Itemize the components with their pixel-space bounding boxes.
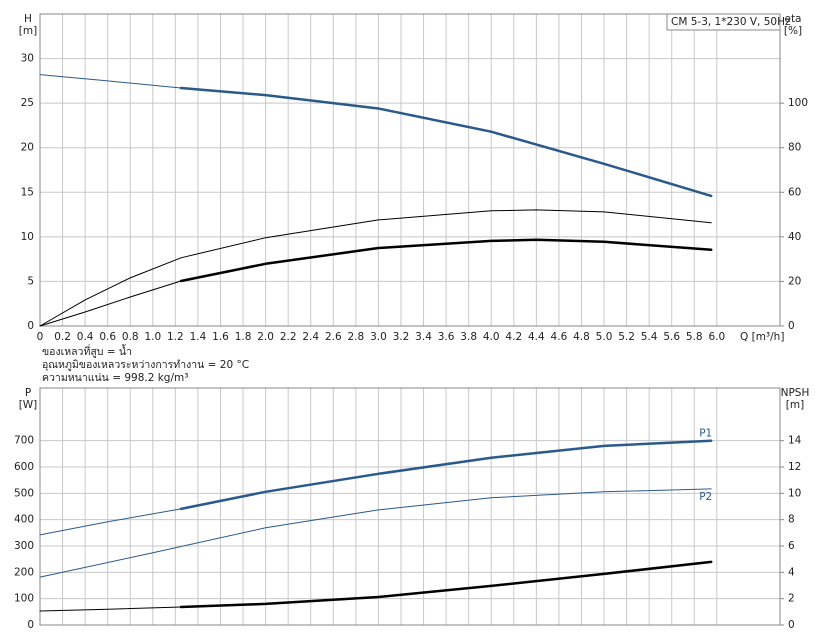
- x-tick-label: 4.8: [573, 331, 590, 343]
- curve: [179, 439, 713, 511]
- y-axis-unit: [W]: [19, 399, 38, 411]
- y-tick-label: 0: [27, 619, 34, 631]
- x-tick-label: 1.4: [190, 331, 207, 343]
- x-tick-label: 6.0: [708, 331, 725, 343]
- x-tick-label: 5.0: [596, 331, 613, 343]
- y2-tick-label: 2: [788, 593, 795, 605]
- y-tick-label: 700: [14, 435, 34, 447]
- y-tick-label: 500: [14, 487, 34, 499]
- note: ของเหลวที่สูบ = น้ำ: [42, 344, 132, 358]
- y2-axis-label: NPSH: [781, 387, 810, 399]
- y2-tick-label: 6: [788, 540, 795, 552]
- y2-tick-label: 60: [788, 186, 801, 198]
- x-tick-label: 3.4: [415, 331, 432, 343]
- x-tick-label: 0: [37, 331, 44, 343]
- series-label: P2: [699, 491, 712, 503]
- y2-tick-label: 10: [788, 487, 801, 499]
- y-axis-unit: [m]: [19, 25, 37, 37]
- x-tick-label: 1.0: [144, 331, 161, 343]
- x-tick-label: 4.6: [551, 331, 568, 343]
- curve: [179, 560, 713, 609]
- y2-tick-label: 0: [788, 320, 795, 332]
- x-tick-label: 2.2: [280, 331, 297, 343]
- curve: [39, 280, 182, 327]
- curve: [39, 209, 712, 327]
- y-axis-label: H: [24, 13, 32, 25]
- plot-frame: [39, 13, 781, 327]
- y-tick-label: 25: [21, 97, 34, 109]
- y2-axis-label: eta: [784, 13, 801, 25]
- y2-tick-label: 4: [788, 566, 795, 578]
- x-tick-label: 1.6: [212, 331, 229, 343]
- x-tick-label: 4.4: [528, 331, 545, 343]
- curve: [179, 238, 713, 283]
- x-tick-label: 1.8: [235, 331, 252, 343]
- x-tick-label: 0.8: [122, 331, 139, 343]
- y-tick-label: 30: [21, 53, 34, 65]
- y-tick-label: 5: [27, 275, 34, 287]
- y2-tick-label: 100: [788, 97, 808, 109]
- y2-axis-unit: [%]: [784, 25, 802, 37]
- x-tick-label: 2.4: [302, 331, 319, 343]
- y2-tick-label: 12: [788, 461, 801, 473]
- curve-label: CM 5-3, 1*230 V, 50Hz: [671, 16, 791, 28]
- x-tick-label: 5.4: [641, 331, 658, 343]
- y2-axis-unit: [m]: [786, 399, 804, 411]
- x-tick-label: 5.6: [663, 331, 680, 343]
- y-tick-label: 0: [27, 320, 34, 332]
- curve: [179, 86, 713, 198]
- x-tick-label: 1.2: [167, 331, 184, 343]
- y2-tick-label: 14: [788, 435, 802, 447]
- x-tick-label: 5.2: [618, 331, 635, 343]
- x-tick-label: 3.0: [370, 331, 387, 343]
- y-tick-label: 10: [21, 231, 34, 243]
- x-axis-label: Q [m³/h]: [740, 331, 784, 343]
- plot-frame: [39, 387, 781, 626]
- x-tick-label: 2.6: [325, 331, 342, 343]
- x-tick-label: 3.8: [460, 331, 477, 343]
- curve: [39, 508, 182, 536]
- x-tick-label: 4.0: [483, 331, 500, 343]
- note: ความหนาแน่น = 998.2 kg/m³: [42, 372, 188, 384]
- curve: [39, 74, 182, 89]
- x-tick-label: 0.6: [99, 331, 116, 343]
- x-tick-label: 0.2: [54, 331, 71, 343]
- x-tick-label: 3.2: [393, 331, 410, 343]
- x-tick-label: 4.2: [505, 331, 522, 343]
- y-tick-label: 20: [21, 142, 34, 154]
- curve: [39, 488, 712, 578]
- y2-tick-label: 20: [788, 275, 801, 287]
- x-tick-label: 3.6: [438, 331, 455, 343]
- y-tick-label: 15: [21, 186, 34, 198]
- note: อุณหภูมิของเหลวระหว่างการทำงาน = 20 °C: [42, 359, 249, 371]
- y2-tick-label: 0: [788, 619, 795, 631]
- series-label: P1: [699, 428, 712, 440]
- y2-tick-label: 80: [788, 142, 801, 154]
- y-tick-label: 400: [14, 514, 34, 526]
- legend-box: [666, 13, 781, 31]
- y-tick-label: 200: [14, 566, 34, 578]
- x-tick-label: 5.8: [686, 331, 703, 343]
- y2-tick-label: 40: [788, 231, 801, 243]
- y-tick-label: 600: [14, 461, 34, 473]
- y2-tick-label: 8: [788, 514, 795, 526]
- x-tick-label: 2.8: [348, 331, 365, 343]
- y-tick-label: 300: [14, 540, 34, 552]
- curve: [39, 606, 182, 612]
- y-tick-label: 100: [14, 593, 34, 605]
- x-tick-label: 0.4: [77, 331, 94, 343]
- y-axis-label: P: [25, 387, 31, 399]
- x-tick-label: 2.0: [257, 331, 274, 343]
